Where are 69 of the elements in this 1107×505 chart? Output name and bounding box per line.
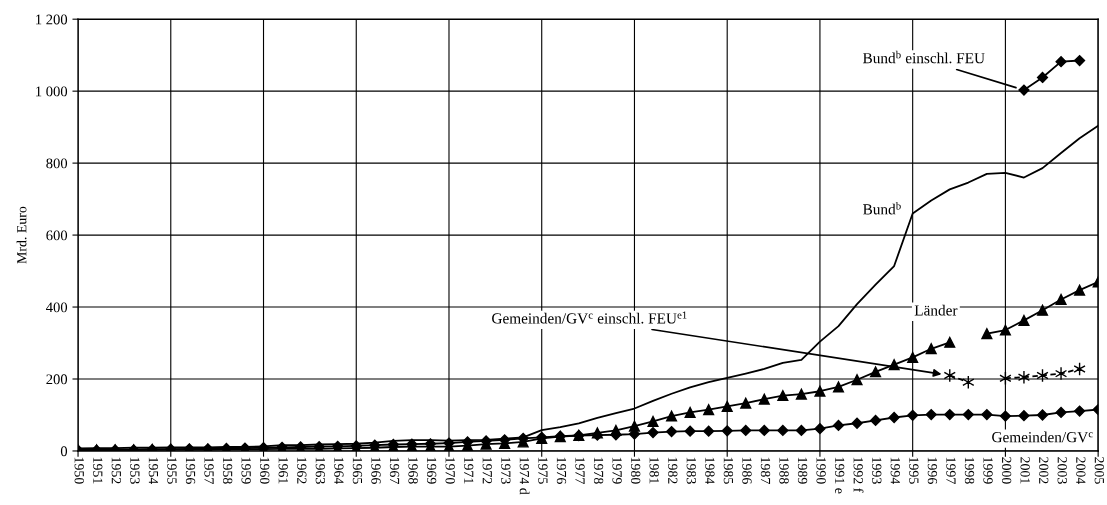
- x-tick-label: 1957: [204, 457, 214, 484]
- x-tick-label: 1962: [297, 457, 307, 484]
- x-tick-label: 1963: [315, 457, 326, 484]
- x-tick-label: 1998: [964, 457, 975, 484]
- x-tick-label: 1996: [927, 457, 938, 484]
- text: Bund$^{b}$ einschl. FEU: [862, 50, 985, 64]
- x-tick-label: 1990: [816, 457, 826, 484]
- y-tick-label: 400: [46, 302, 68, 313]
- x-tick-label: 1974 d: [519, 457, 530, 495]
- x-tick-label: 1965: [352, 457, 363, 484]
- x-tick-label: 1973: [501, 457, 511, 484]
- x-tick-label: 1972: [482, 457, 492, 484]
- x-tick-label: 1988: [779, 457, 789, 484]
- x-tick-label: 2001: [1020, 457, 1030, 484]
- x-tick-label: 1971: [464, 457, 474, 484]
- x-tick-label: 2004: [1076, 457, 1086, 485]
- x-tick-label: 1959: [241, 457, 251, 484]
- text: Gemeinden/GV$^{c}$ einschl. FEU$^{e1}$: [492, 311, 687, 324]
- x-tick-label: 1991 e: [835, 457, 845, 494]
- x-tick-label: 1953: [130, 457, 140, 484]
- series-label: Gemeinden/GV$^{c}$: [992, 431, 1093, 443]
- x-tick-label: 1950: [74, 457, 84, 484]
- x-tick-label: 2002: [1039, 457, 1049, 484]
- y-tick-label: 1 000: [36, 86, 68, 97]
- x-tick-label: 1994: [890, 457, 900, 485]
- x-tick-label: 1964: [334, 457, 344, 485]
- x-tick-label: 1961: [278, 457, 288, 484]
- y-tick-label: 1 200: [36, 14, 68, 25]
- x-tick-label: 1992 f: [853, 457, 864, 493]
- x-tick-label: 1977: [575, 457, 585, 484]
- x-tick-label: 1975: [538, 457, 548, 484]
- x-tick-label: 1969: [426, 457, 437, 484]
- x-tick-label: 2003: [1057, 457, 1067, 484]
- y-tick-label: 0: [60, 446, 68, 457]
- x-tick-label: 1952: [111, 457, 121, 484]
- x-tick-label: 1983: [686, 457, 696, 484]
- x-tick-label: 1970: [445, 457, 455, 484]
- x-tick-label: 1989: [797, 457, 808, 484]
- x-tick-label: 1986: [742, 457, 752, 484]
- x-tick-label: 1958: [222, 457, 233, 484]
- y-axis-title: Mrd. Euro: [16, 206, 27, 264]
- x-tick-label: 1967: [389, 457, 400, 484]
- x-tick-label: 1980: [630, 457, 641, 484]
- x-tick-label: 1976: [556, 457, 567, 484]
- x-tick-label: 1955: [167, 457, 177, 484]
- x-tick-label: 1956: [185, 457, 196, 484]
- x-tick-label: 1978: [593, 457, 604, 484]
- x-tick-label: 1954: [148, 457, 159, 485]
- y-tick-label: 800: [46, 158, 68, 169]
- series-label: Bund$^{b}$: [863, 202, 901, 215]
- x-tick-label: 1966: [371, 457, 381, 484]
- x-tick-label: 1987: [760, 457, 771, 484]
- x-tick-label: 1993: [872, 457, 882, 484]
- x-tick-label: 1968: [408, 457, 418, 484]
- x-tick-label: 1979: [612, 457, 622, 484]
- y-tick-label: 200: [46, 374, 68, 385]
- x-tick-label: 1951: [93, 457, 103, 484]
- x-tick-label: 1960: [260, 457, 270, 484]
- series-label: Länder: [914, 304, 958, 316]
- x-tick-label: 1985: [723, 457, 734, 484]
- x-tick-label: 1999: [983, 457, 993, 484]
- x-tick-label: 1981: [649, 457, 659, 484]
- x-tick-label: 2000: [1001, 457, 1012, 484]
- x-tick-label: 1995: [909, 457, 919, 484]
- y-tick-label: 600: [46, 230, 68, 241]
- x-tick-label: 1984: [705, 457, 715, 485]
- x-tick-label: 1982: [668, 457, 678, 484]
- x-tick-label: 2005: [1094, 457, 1105, 484]
- x-tick-label: 1997: [946, 457, 956, 484]
